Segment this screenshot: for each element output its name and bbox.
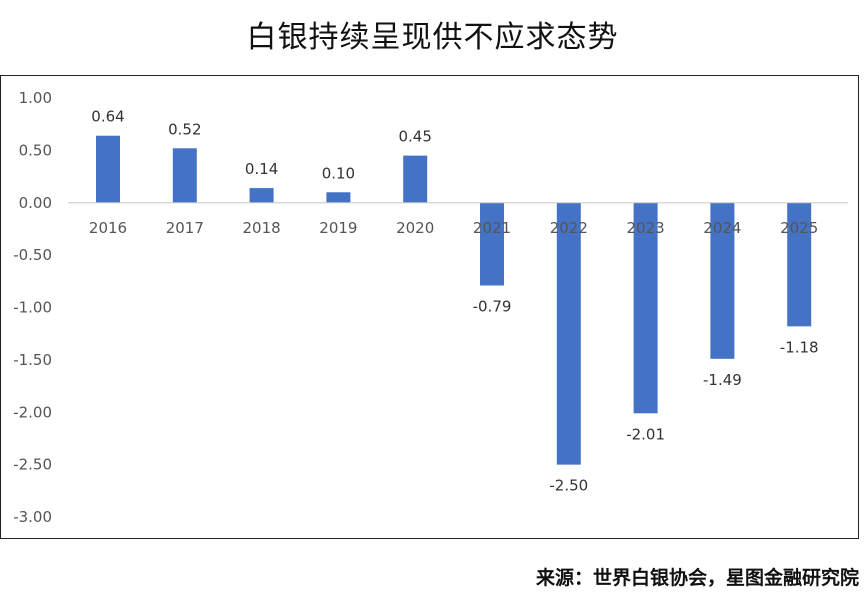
bar: [633, 202, 658, 414]
bar: [172, 148, 197, 203]
x-tick-label: 2021: [473, 219, 511, 237]
bar: [556, 202, 581, 465]
y-tick-label: -2.00: [13, 403, 52, 421]
x-tick-label: 2018: [243, 219, 281, 237]
bar: [403, 155, 428, 203]
data-label: 0.10: [322, 164, 355, 182]
data-label: -2.50: [549, 477, 588, 495]
source-note: 来源：世界白银协会，星图金融研究院: [535, 567, 859, 589]
chart-title: 白银持续呈现供不应求态势: [246, 20, 619, 55]
x-tick-label: 2024: [703, 219, 741, 237]
y-tick-label: -2.50: [13, 456, 52, 474]
data-label: -1.49: [703, 371, 742, 389]
data-label: 0.52: [168, 120, 201, 138]
data-label: 0.14: [245, 160, 278, 178]
data-label: 0.45: [398, 128, 431, 146]
y-tick-label: -0.50: [13, 246, 52, 264]
bar: [326, 192, 351, 203]
x-tick-label: 2017: [166, 219, 204, 237]
x-tick-label: 2023: [627, 219, 665, 237]
data-label: -2.01: [626, 425, 665, 443]
x-tick-label: 2025: [780, 219, 818, 237]
data-label: -1.18: [780, 338, 819, 356]
data-label: 0.64: [91, 108, 124, 126]
bar: [249, 188, 274, 203]
y-tick-label: -1.50: [13, 351, 52, 369]
bar: [96, 135, 120, 203]
x-tick-label: 2020: [396, 219, 434, 237]
y-tick-label: 0.00: [19, 194, 52, 212]
bar: [787, 202, 812, 327]
y-tick-label: 1.00: [19, 89, 52, 107]
chart-frame: [0, 75, 859, 539]
x-tick-label: 2019: [319, 219, 357, 237]
y-tick-label: -1.00: [13, 299, 52, 317]
bar: [480, 202, 504, 286]
y-tick-label: 0.50: [19, 141, 52, 159]
data-label: -0.79: [473, 298, 512, 316]
x-tick-label: 2022: [550, 219, 588, 237]
bar: [710, 202, 735, 359]
y-tick-label: -3.00: [13, 508, 52, 526]
x-tick-label: 2016: [89, 219, 127, 237]
